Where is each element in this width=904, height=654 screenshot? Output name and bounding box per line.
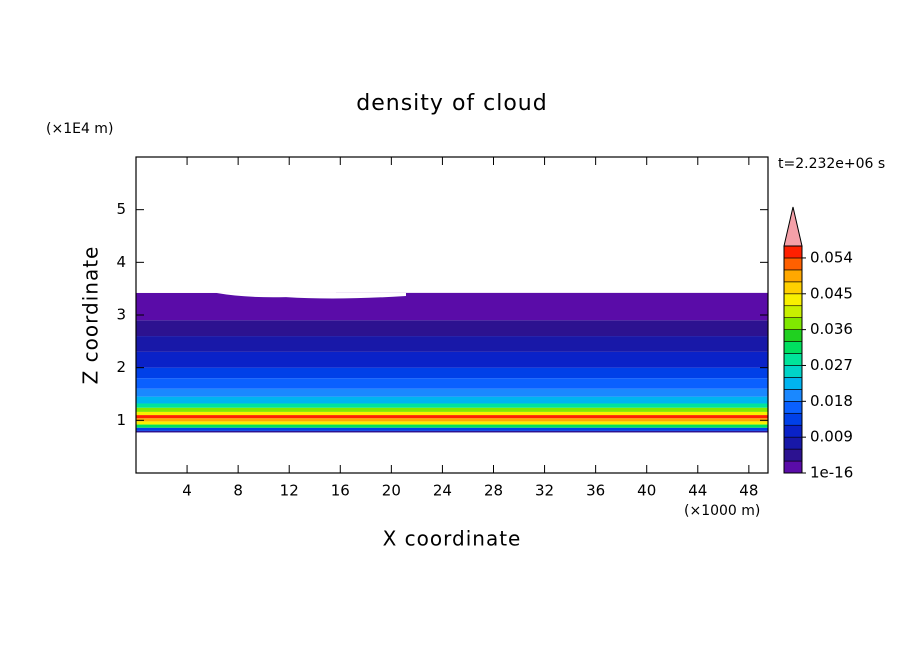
colorbar-swatch [783,401,803,414]
x-tick-label: 20 [382,482,401,500]
contour-band [136,424,768,428]
colorbar-tick-label: 0.036 [810,320,853,338]
colorbar-swatch [783,353,803,366]
contour-band [136,415,768,419]
contour-band [136,367,768,379]
colorbar-frame [783,245,803,474]
chart-title: density of cloud [356,91,547,116]
colorbar-swatch [783,305,803,318]
contour-band [136,336,768,352]
y-axis-label: Z coordinate [79,246,103,385]
y-tick-label: 3 [116,306,126,324]
colorbar-tick-label: 1e-16 [810,464,853,482]
contour-band [136,388,768,397]
contour-band [136,396,768,404]
colorbar-swatch [783,448,803,462]
colorbar-over [783,206,803,247]
x-tick-label: 4 [182,482,192,500]
contour-band [136,421,768,425]
colorbar-swatch [783,412,803,426]
x-unit: (×1000 m) [684,503,760,519]
colorbar-swatch [783,389,803,402]
x-tick-label: 12 [280,482,299,500]
colorbar-swatch [783,329,803,342]
x-tick-label: 32 [535,482,554,500]
colorbar-swatch [783,365,803,378]
y-unit: (×1E4 m) [46,121,113,137]
x-tick-label: 40 [637,482,656,500]
contour-band [136,292,768,321]
colorbar-tick-label: 0.027 [810,356,853,374]
contour-band [136,378,768,389]
colorbar-swatch [783,257,803,271]
cloud-gap [136,291,336,293]
colorbar-tick-label: 0.054 [810,248,853,266]
colorbar-swatch [783,341,803,354]
contour-field [136,292,768,433]
x-tick-label: 8 [233,482,243,500]
colorbar-swatch [783,281,803,295]
x-tick-label: 28 [484,482,503,500]
contour-band [136,411,768,416]
contour-band [136,403,768,408]
colorbar-tick-label: 0.018 [810,392,853,410]
x-tick-label: 48 [739,482,758,500]
colorbar-swatch [783,269,803,283]
contour-band [136,430,768,433]
colorbar-swatch [783,293,803,307]
time-label: t=2.232e+06 s [778,156,885,172]
contour-band [136,418,768,422]
colorbar-swatch [783,424,803,438]
x-tick-label: 24 [433,482,452,500]
y-tick-label: 4 [116,253,126,271]
y-tick-label: 1 [116,411,126,429]
contour-band [136,320,768,337]
colorbar-swatch [783,317,803,330]
cloud-gap [216,292,406,299]
contour-band [136,427,768,431]
overlay [136,291,406,299]
colorbar-tick-label: 0.045 [810,284,853,302]
colorbar-swatch [783,245,803,259]
y-tick-label: 5 [116,200,126,218]
colorbar-tick-label: 0.009 [810,428,853,446]
x-tick-label: 16 [331,482,350,500]
contour-band [136,407,768,412]
x-axis-label: X coordinate [383,527,522,551]
y-tick-label: 2 [116,358,126,376]
x-tick-label: 36 [586,482,605,500]
colorbar-swatch [783,377,803,390]
x-tick-label: 44 [688,482,707,500]
colorbar-swatch [783,460,803,474]
contour-band [136,351,768,368]
colorbar-swatch [783,436,803,450]
